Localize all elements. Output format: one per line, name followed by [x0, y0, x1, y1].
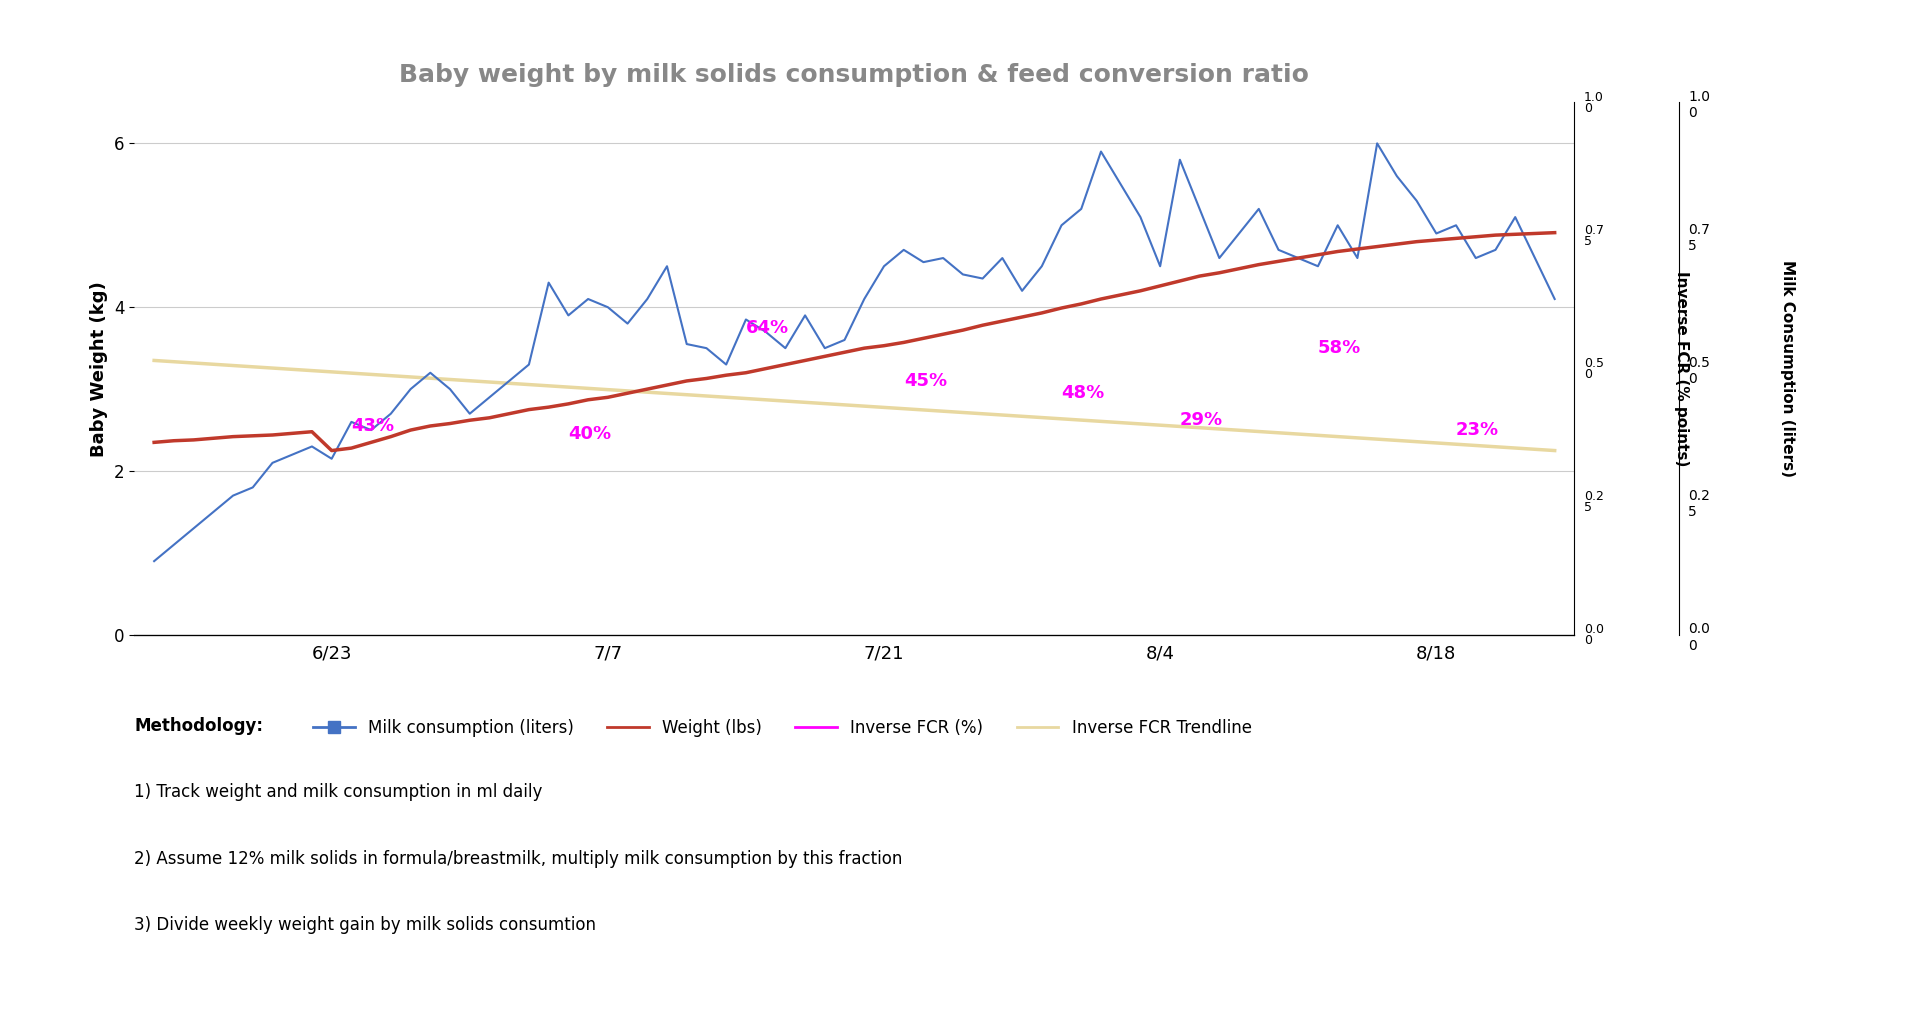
- Text: 23%: 23%: [1455, 421, 1500, 439]
- Text: 2) Assume 12% milk solids in formula/breastmilk, multiply milk consumption by th: 2) Assume 12% milk solids in formula/bre…: [134, 850, 902, 868]
- Text: 48%: 48%: [1062, 384, 1104, 402]
- Text: 29%: 29%: [1181, 412, 1223, 429]
- Text: 1) Track weight and milk consumption in ml daily: 1) Track weight and milk consumption in …: [134, 783, 543, 802]
- Text: Methodology:: Methodology:: [134, 717, 263, 735]
- Text: 40%: 40%: [568, 425, 611, 443]
- Text: 43%: 43%: [351, 417, 394, 435]
- Text: 64%: 64%: [745, 318, 789, 337]
- Legend: Milk consumption (liters), Weight (lbs), Inverse FCR (%), Inverse FCR Trendline: Milk consumption (liters), Weight (lbs),…: [307, 713, 1258, 743]
- Y-axis label: Inverse FCR (% points): Inverse FCR (% points): [1674, 271, 1688, 466]
- Y-axis label: Milk Consumption (liters): Milk Consumption (liters): [1780, 260, 1795, 477]
- Text: 45%: 45%: [904, 372, 947, 390]
- Text: 3) Divide weekly weight gain by milk solids consumtion: 3) Divide weekly weight gain by milk sol…: [134, 916, 597, 935]
- Title: Baby weight by milk solids consumption & feed conversion ratio: Baby weight by milk solids consumption &…: [399, 62, 1309, 87]
- Text: 58%: 58%: [1317, 339, 1361, 357]
- Y-axis label: Baby Weight (kg): Baby Weight (kg): [90, 281, 109, 457]
